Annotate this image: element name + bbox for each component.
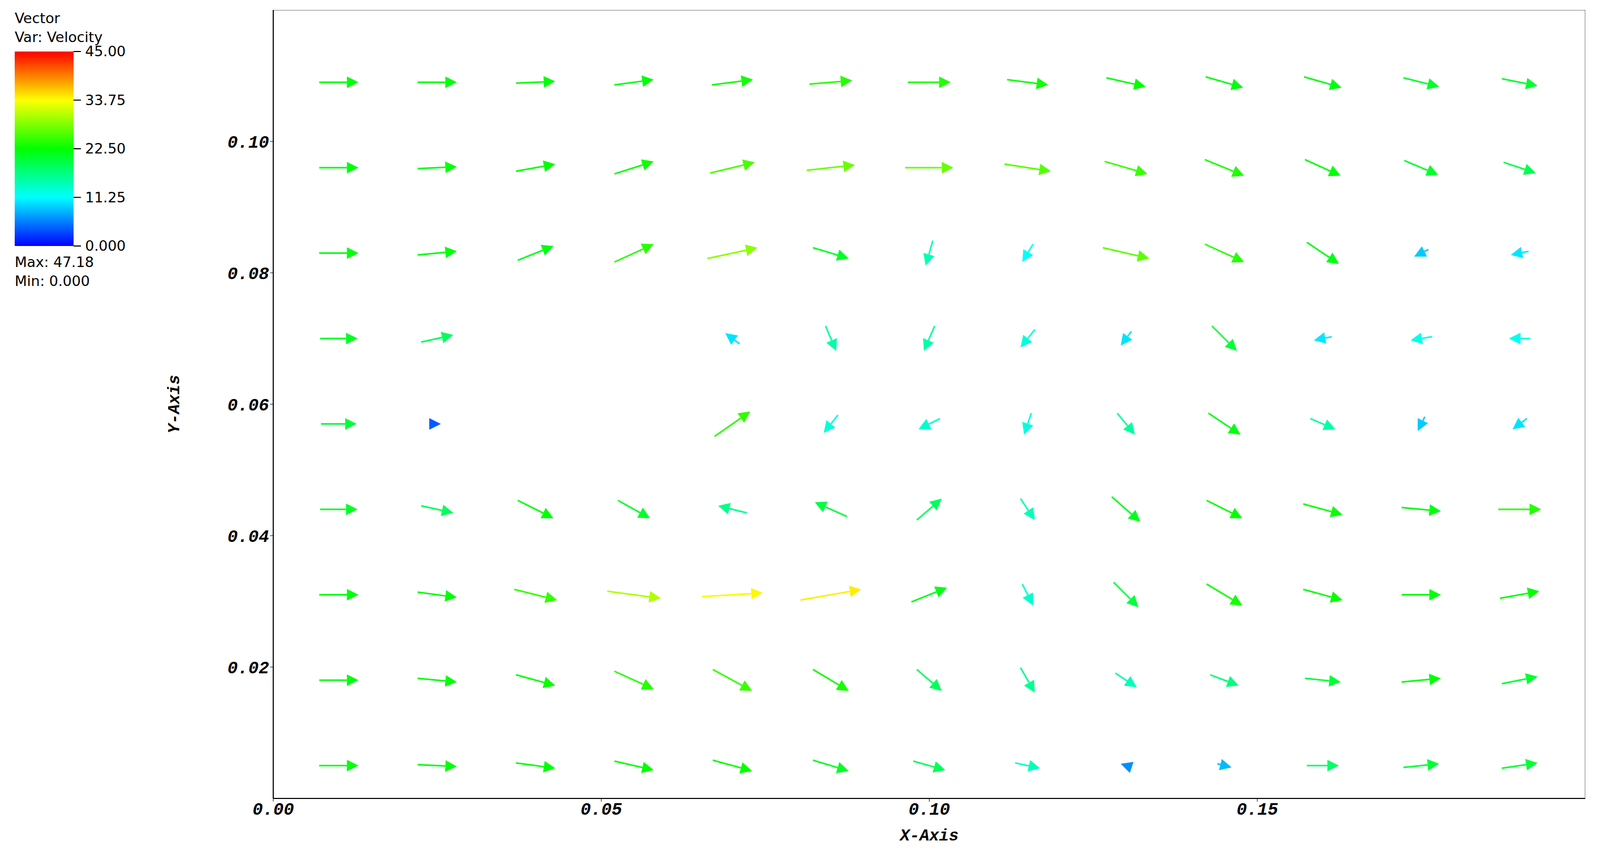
svg-text:0.04: 0.04 xyxy=(227,527,270,547)
svg-text:Min: 0.000: Min: 0.000 xyxy=(14,272,90,289)
svg-text:0.10: 0.10 xyxy=(908,800,951,820)
svg-text:0.15: 0.15 xyxy=(1236,800,1278,820)
svg-text:0.000: 0.000 xyxy=(85,237,126,254)
svg-text:0.10: 0.10 xyxy=(227,133,270,153)
svg-text:0.05: 0.05 xyxy=(580,800,623,820)
svg-text:0.02: 0.02 xyxy=(227,658,270,679)
svg-text:45.00: 45.00 xyxy=(85,43,126,60)
svg-text:Y-Axis: Y-Axis xyxy=(165,374,184,434)
svg-text:Var: Velocity: Var: Velocity xyxy=(14,28,103,46)
svg-text:0.06: 0.06 xyxy=(227,396,270,416)
svg-text:Vector: Vector xyxy=(14,9,61,27)
svg-text:Max: 47.18: Max: 47.18 xyxy=(14,253,95,271)
svg-text:X-Axis: X-Axis xyxy=(899,826,959,845)
svg-text:11.25: 11.25 xyxy=(85,189,126,206)
svg-text:0.08: 0.08 xyxy=(227,264,270,285)
svg-text:33.75: 33.75 xyxy=(85,91,126,109)
svg-text:0.00: 0.00 xyxy=(252,800,294,820)
svg-text:22.50: 22.50 xyxy=(85,140,126,157)
